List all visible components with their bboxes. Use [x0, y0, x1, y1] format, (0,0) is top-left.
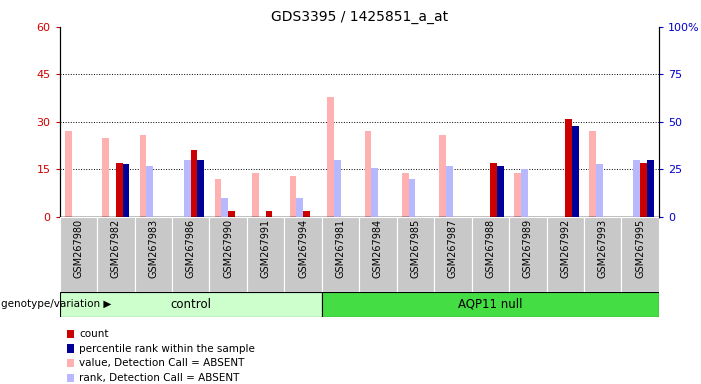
Text: GSM267985: GSM267985 [411, 219, 421, 278]
Bar [252, 173, 259, 217]
Bar [228, 211, 235, 217]
Bar [290, 176, 297, 217]
Bar [572, 126, 579, 217]
Bar [184, 160, 191, 217]
Bar [359, 217, 397, 292]
Bar [365, 131, 372, 217]
Bar [409, 179, 416, 217]
Bar [584, 217, 622, 292]
Bar [497, 166, 504, 217]
Bar [491, 163, 497, 217]
Bar [147, 166, 154, 217]
Bar [647, 160, 654, 217]
Bar [509, 217, 547, 292]
Bar [472, 217, 509, 292]
Bar [402, 173, 409, 217]
Text: GSM267989: GSM267989 [523, 219, 533, 278]
Bar [266, 211, 273, 217]
Bar [521, 169, 528, 217]
Bar [64, 131, 72, 217]
Bar [285, 217, 322, 292]
Bar [634, 160, 640, 217]
Text: GSM267983: GSM267983 [148, 219, 158, 278]
Text: GSM267992: GSM267992 [560, 219, 571, 278]
Bar [191, 151, 198, 217]
Bar [297, 198, 303, 217]
Text: count: count [79, 329, 109, 339]
Bar [327, 97, 334, 217]
Text: GSM267980: GSM267980 [74, 219, 83, 278]
Bar [247, 217, 285, 292]
Text: genotype/variation ▶: genotype/variation ▶ [1, 299, 111, 310]
Bar [198, 160, 204, 217]
Bar [123, 164, 129, 217]
Bar [172, 217, 210, 292]
Text: GSM267994: GSM267994 [298, 219, 308, 278]
Bar [102, 138, 109, 217]
Text: control: control [170, 298, 211, 311]
Bar [434, 217, 472, 292]
Bar [446, 166, 453, 217]
Bar [372, 167, 378, 217]
Text: GSM267993: GSM267993 [598, 219, 608, 278]
Bar [139, 135, 147, 217]
Text: GSM267991: GSM267991 [261, 219, 271, 278]
Bar [116, 163, 123, 217]
Text: rank, Detection Call = ABSENT: rank, Detection Call = ABSENT [79, 373, 240, 383]
Bar [515, 173, 521, 217]
Bar [440, 135, 446, 217]
Bar [303, 211, 310, 217]
Bar [322, 292, 659, 317]
Bar [596, 164, 603, 217]
Title: GDS3395 / 1425851_a_at: GDS3395 / 1425851_a_at [271, 10, 448, 25]
Bar [590, 131, 596, 217]
Text: GSM267986: GSM267986 [186, 219, 196, 278]
Bar [135, 217, 172, 292]
Bar [60, 217, 97, 292]
Text: GSM267988: GSM267988 [485, 219, 496, 278]
Text: GSM267995: GSM267995 [635, 219, 645, 278]
Bar [215, 179, 222, 217]
Bar [210, 217, 247, 292]
Bar [622, 217, 659, 292]
Text: GSM267987: GSM267987 [448, 219, 458, 278]
Text: AQP11 null: AQP11 null [458, 298, 523, 311]
Bar [640, 163, 647, 217]
Bar [60, 292, 322, 317]
Bar [397, 217, 434, 292]
Text: percentile rank within the sample: percentile rank within the sample [79, 344, 255, 354]
Bar [222, 198, 228, 217]
Bar [97, 217, 135, 292]
Text: value, Detection Call = ABSENT: value, Detection Call = ABSENT [79, 358, 245, 368]
Bar [322, 217, 359, 292]
Text: GSM267984: GSM267984 [373, 219, 383, 278]
Text: GSM267990: GSM267990 [223, 219, 233, 278]
Bar [565, 119, 572, 217]
Bar [547, 217, 584, 292]
Bar [334, 160, 341, 217]
Text: GSM267981: GSM267981 [336, 219, 346, 278]
Text: GSM267982: GSM267982 [111, 219, 121, 278]
